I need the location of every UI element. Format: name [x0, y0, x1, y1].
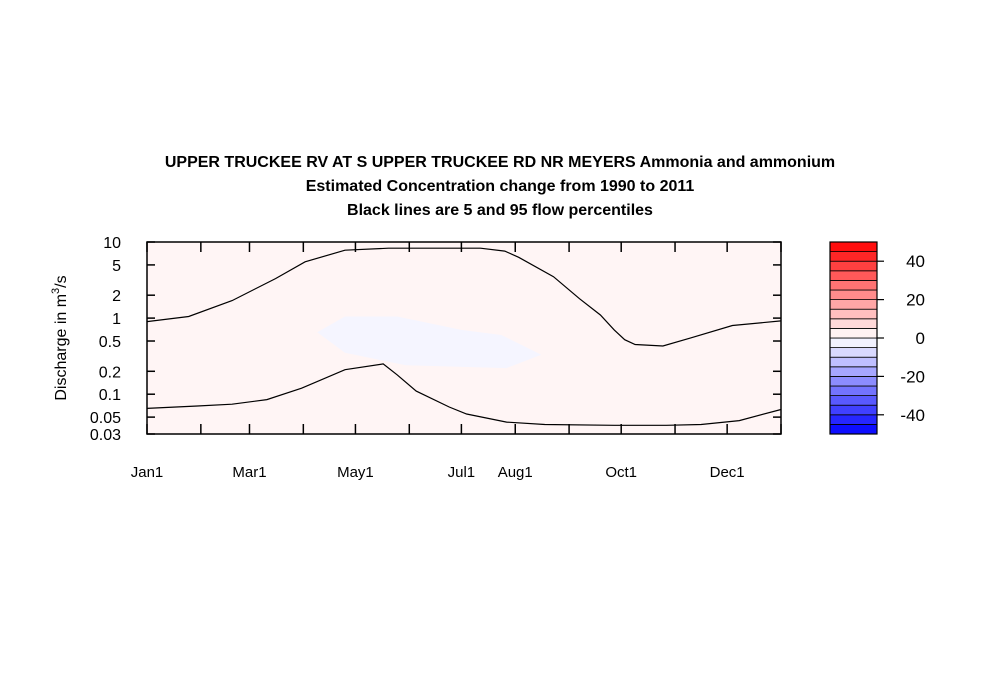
color-key-bin: [829, 318, 878, 329]
color-key-bin: [829, 404, 878, 416]
flow-line-95-percentile: [146, 247, 782, 347]
color-key: 40 20 0 -20 -40: [829, 241, 925, 435]
color-key-bin: [829, 279, 878, 291]
x-tick-label: May1: [337, 464, 374, 481]
color-key-label: -40: [900, 406, 925, 425]
color-key-bin: [829, 423, 878, 435]
color-key-bin: [829, 299, 878, 310]
y-tick-label: 0.1: [99, 387, 121, 404]
x-tick-label: Aug1: [498, 464, 533, 481]
y-tick-label: 10: [103, 235, 121, 252]
x-tick-label: Jan1: [131, 464, 164, 481]
y-axis-label: Discharge in m3/s: [50, 275, 70, 400]
color-key-label: -20: [900, 367, 925, 386]
y-tick-label: 0.2: [99, 364, 121, 381]
color-key-bin: [829, 289, 878, 301]
y-tick-label: 0.05: [90, 410, 121, 427]
y-tick-label: 0.5: [99, 334, 121, 351]
color-key-label: 0: [916, 329, 925, 348]
color-key-bin: [829, 347, 878, 358]
color-key-label: 20: [906, 291, 925, 310]
color-key-bin: [829, 308, 878, 320]
color-key-bin: [829, 241, 878, 253]
contour-negative-region: [317, 316, 542, 369]
y-tick-label: 1: [112, 311, 121, 328]
x-tick-label: Mar1: [232, 464, 266, 481]
color-key-bin: [829, 385, 878, 397]
color-key-bin: [829, 260, 878, 272]
plot-area: [146, 242, 782, 434]
color-key-bin: [829, 366, 878, 377]
color-key-bin: [829, 251, 878, 262]
color-key-label: 40: [906, 252, 925, 271]
chart-subtitle: Estimated Concentration change from 1990…: [305, 178, 695, 195]
color-key-bin: [829, 395, 878, 406]
color-key-bin: [829, 414, 878, 425]
color-key-bin: [829, 375, 878, 387]
plot-frame: [146, 241, 782, 435]
x-tick-label: Oct1: [605, 464, 637, 481]
chart-title: UPPER TRUCKEE RV AT S UPPER TRUCKEE RD N…: [164, 154, 836, 171]
chart-subtitle-2: Black lines are 5 and 95 flow percentile…: [347, 202, 653, 219]
color-key-bin: [829, 270, 878, 281]
x-tick-label: Jul1: [448, 464, 476, 481]
color-key-bin: [829, 356, 878, 368]
y-tick-label: 2: [112, 288, 121, 305]
color-key-bin: [829, 327, 878, 339]
y-tick-label: 0.03: [90, 427, 121, 444]
x-tick-label: Dec1: [710, 464, 745, 481]
y-tick-label: 5: [112, 258, 121, 275]
axes: 10 5 2 1 0.5 0.2 0.1 0.050.03 Jan1 Mar1 May1 Jul1 Au…: [90, 235, 782, 481]
color-key-bin: [829, 337, 878, 349]
flow-line-5-percentile: [146, 363, 782, 426]
